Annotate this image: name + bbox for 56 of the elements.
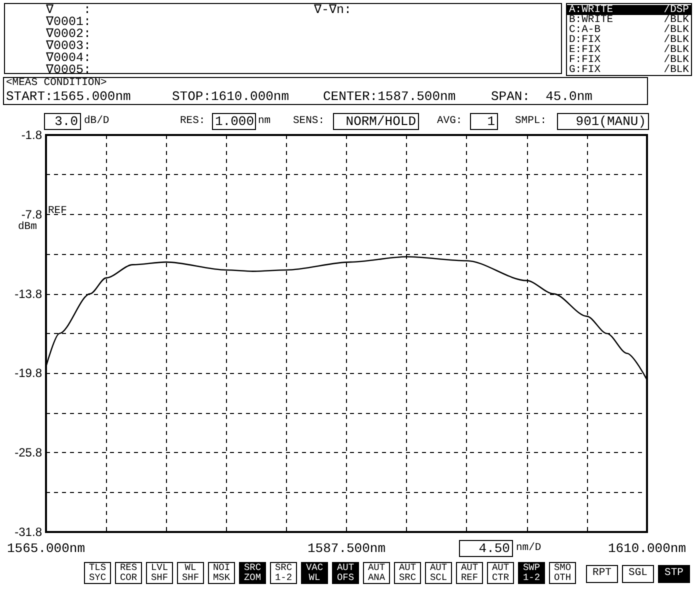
- text: AUT REF: [456, 562, 483, 584]
- text: ∇0004:: [46, 51, 92, 65]
- text: 1: [470, 113, 498, 130]
- text: NORM/HOLD: [333, 113, 419, 130]
- annotation: REF: [48, 205, 67, 217]
- text: dB/D: [84, 115, 110, 127]
- text: <MEAS CONDITION>: [6, 77, 107, 89]
- text: AUT SCL: [425, 562, 452, 584]
- text: AUT SRC: [394, 562, 421, 584]
- y-tick-label: -7.8: [21, 207, 42, 222]
- text: SRC ZOM: [239, 562, 266, 584]
- y-tick-label: -25.8: [14, 446, 42, 460]
- y-tick-label: -13.8: [14, 286, 42, 301]
- text: AUT CTR: [487, 562, 514, 584]
- text: 3.0: [44, 113, 81, 130]
- text: AUT OFS: [332, 562, 359, 584]
- text: SMPL:: [515, 115, 547, 127]
- x-tick-label: 1587.500nm: [307, 541, 386, 556]
- x-tick-label: 1610.000nm: [608, 541, 686, 556]
- text: START:1565.000nm: [6, 89, 131, 104]
- text: 901(MANU): [557, 113, 649, 130]
- text: LVL SHF: [146, 562, 173, 584]
- text: CENTER:1587.500nm: [323, 89, 456, 104]
- text: ∇0003:: [46, 39, 92, 53]
- text: 4.50: [459, 540, 513, 557]
- x-tick-label: 1565.000nm: [6, 541, 86, 556]
- text: NOI MSK: [208, 562, 235, 584]
- text: SWP 1-2: [518, 562, 545, 584]
- text: ∇0005:: [46, 63, 92, 77]
- trace-panel: A:WRITE /DSP B:WRITE /BLK C:A-B /BLK D:FIX /BLK E:FIX /BLK F:FIX /BLK G:FIX /BLK: [566, 3, 692, 76]
- text: RPT: [586, 565, 618, 583]
- text: STOP:1610.000nm: [172, 89, 290, 104]
- y-tick-label: -19.8: [14, 366, 42, 380]
- text: RES:: [180, 115, 206, 127]
- text: ∇ :: [46, 3, 92, 17]
- text: SENS:: [293, 115, 325, 127]
- text: TLS SYC: [84, 562, 111, 584]
- text: nm/D: [516, 542, 542, 554]
- text: dBm: [18, 221, 37, 233]
- text: 1.000: [212, 113, 256, 130]
- y-tick-label: -1.8: [21, 128, 42, 142]
- text: nm: [258, 115, 271, 127]
- text: WL SHF: [177, 562, 204, 584]
- text: RES COR: [115, 562, 142, 584]
- text: ∇0001:: [46, 15, 92, 29]
- text: ∇-∇n:: [314, 3, 352, 17]
- text: SPAN: 45.0nm: [491, 89, 592, 104]
- text: SRC 1-2: [270, 562, 297, 584]
- text: VAC WL: [301, 562, 328, 584]
- text: AVG:: [437, 115, 462, 127]
- text: ∇0002:: [46, 27, 92, 41]
- text: SMO OTH: [549, 562, 576, 584]
- text: STP: [658, 565, 690, 583]
- y-tick-label: -31.8: [14, 525, 42, 539]
- text: AUT ANA: [363, 562, 390, 584]
- text: SGL: [622, 565, 654, 583]
